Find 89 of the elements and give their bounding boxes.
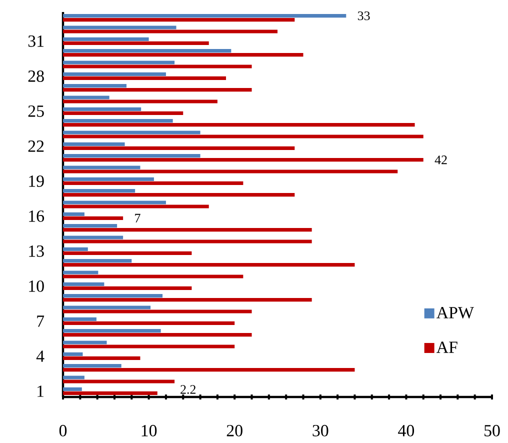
bar xyxy=(63,321,235,325)
bar xyxy=(63,294,163,298)
bar xyxy=(63,259,132,263)
bar xyxy=(63,41,209,45)
bar xyxy=(63,134,424,138)
bar xyxy=(63,53,304,57)
bar xyxy=(63,204,209,208)
bar xyxy=(63,380,175,384)
legend-label: AF xyxy=(436,342,458,353)
bar xyxy=(63,142,125,146)
y-tick-label: 25 xyxy=(28,105,44,117)
bar xyxy=(63,170,398,174)
bar xyxy=(63,189,136,193)
bar xyxy=(63,111,184,115)
x-tick-label: 20 xyxy=(226,424,242,436)
bar xyxy=(63,224,118,228)
bar xyxy=(63,364,122,368)
y-tick-label: 10 xyxy=(29,280,44,292)
bar xyxy=(63,228,312,232)
y-tick-label: 31 xyxy=(28,35,44,47)
bar xyxy=(63,352,83,356)
bar xyxy=(63,340,107,344)
data-label: 42 xyxy=(434,156,447,164)
y-tick-label: 13 xyxy=(29,245,44,257)
bar xyxy=(63,60,175,64)
y-tick-label: 4 xyxy=(36,350,44,362)
bar xyxy=(63,76,226,80)
bar xyxy=(63,130,200,134)
y-tick-label: 28 xyxy=(28,70,44,82)
bar xyxy=(63,177,154,181)
bar xyxy=(63,193,295,197)
bar xyxy=(63,64,252,68)
bar xyxy=(63,298,312,302)
bar xyxy=(63,14,346,18)
bar xyxy=(63,270,98,274)
bar xyxy=(63,368,355,372)
y-tick-label: 1 xyxy=(38,386,44,397)
bar xyxy=(63,30,278,34)
bar xyxy=(63,154,200,158)
y-tick-label: 7 xyxy=(37,316,44,327)
bar xyxy=(63,282,104,286)
bar xyxy=(63,263,355,267)
bar xyxy=(63,391,158,395)
bar xyxy=(63,96,110,100)
bar xyxy=(63,310,252,314)
bar xyxy=(63,100,218,104)
y-tick-label: 19 xyxy=(29,175,44,187)
bar xyxy=(63,387,82,391)
bar xyxy=(63,236,124,240)
bar xyxy=(63,286,192,290)
data-label: 7 xyxy=(135,214,140,222)
bar xyxy=(63,37,149,41)
bar xyxy=(63,306,151,310)
bar xyxy=(63,123,415,127)
bar xyxy=(63,333,252,337)
bar xyxy=(63,181,244,185)
x-tick-label: 50 xyxy=(484,424,500,436)
bar xyxy=(63,84,126,88)
bar xyxy=(63,344,235,348)
legend-label: APW xyxy=(436,307,474,318)
bar xyxy=(63,240,312,244)
bar xyxy=(63,158,424,162)
bar xyxy=(63,26,176,30)
bar xyxy=(63,329,161,333)
data-label: 33 xyxy=(358,11,370,20)
bar xyxy=(63,274,244,278)
bar xyxy=(63,107,142,111)
bar xyxy=(63,88,252,92)
bar xyxy=(63,119,173,123)
bar xyxy=(63,251,192,255)
bar xyxy=(63,146,295,150)
y-tick-label: 22 xyxy=(28,140,44,152)
bar xyxy=(63,247,88,251)
bar xyxy=(63,212,84,216)
annotation: 2.2 xyxy=(180,385,196,394)
x-tick-label: 0 xyxy=(59,424,67,436)
bar xyxy=(63,216,124,220)
x-tick-label: 30 xyxy=(312,424,328,436)
bar xyxy=(63,317,96,321)
x-tick-label: 10 xyxy=(142,424,157,436)
bar xyxy=(63,376,84,380)
bar xyxy=(63,18,295,22)
x-tick-label: 40 xyxy=(398,424,414,436)
bar xyxy=(63,72,166,76)
bar xyxy=(63,49,232,53)
bar xyxy=(63,200,166,204)
y-tick-label: 16 xyxy=(29,210,44,222)
bar xyxy=(63,356,140,360)
bar xyxy=(63,166,140,170)
